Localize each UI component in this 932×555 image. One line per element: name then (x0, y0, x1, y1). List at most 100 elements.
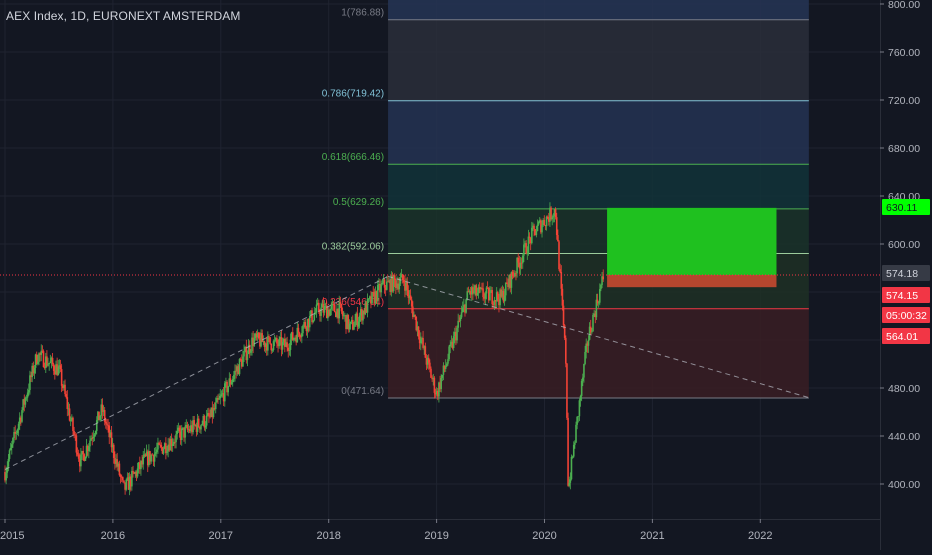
candle-body (108, 425, 111, 438)
candle-body (546, 216, 549, 219)
candle-body (439, 382, 441, 390)
candle-body (400, 274, 403, 278)
candle-body (597, 302, 600, 304)
candle-body (123, 480, 125, 483)
candle-body (541, 225, 543, 233)
candle-body (416, 326, 419, 331)
candle-body (354, 320, 356, 327)
candle-body (335, 312, 337, 318)
time-tick-label: 2020 (532, 530, 556, 542)
candle-body (13, 431, 15, 439)
candle-body (323, 306, 326, 313)
candle-body (153, 453, 156, 462)
position-stop-zone[interactable] (607, 274, 777, 288)
candle-body (67, 408, 70, 410)
candle-body (116, 459, 118, 467)
candle-body (534, 229, 537, 236)
candle-body (301, 333, 303, 337)
candle-body (272, 341, 275, 350)
price-tick-label: 400.00 (888, 479, 920, 491)
candle-body (519, 262, 522, 269)
candle-body (89, 440, 91, 447)
candle-body (387, 281, 389, 283)
candle-body (182, 427, 184, 429)
candle-body (29, 375, 31, 391)
candle-body (25, 397, 28, 399)
candle-body (270, 343, 273, 351)
candle-body (375, 291, 378, 301)
candle-body (209, 416, 211, 418)
candle-body (255, 333, 258, 338)
candle-body (170, 438, 173, 447)
candle-body (51, 357, 54, 365)
candle-body (506, 282, 508, 284)
candle-body (393, 275, 396, 281)
candle-body (141, 460, 143, 465)
trendline-dashed[interactable] (387, 275, 809, 399)
candle-body (180, 428, 183, 441)
candle-body (441, 374, 444, 378)
candle-body (383, 279, 386, 288)
candle-body (5, 472, 7, 481)
candle-body (139, 462, 141, 470)
price-badge-label: 574.18 (886, 268, 918, 280)
candle-body (22, 399, 24, 411)
candle-body (443, 365, 446, 369)
candle-body (295, 337, 297, 343)
candle-body (222, 393, 225, 402)
candle-body (159, 444, 162, 446)
candle-body (6, 466, 9, 473)
candle-body (364, 302, 367, 315)
candle-body (183, 427, 185, 438)
candle-body (235, 370, 237, 372)
candle-body (531, 227, 533, 244)
candle-body (39, 353, 41, 355)
candle-body (92, 436, 95, 439)
candle-body (359, 309, 362, 316)
candle-body (346, 314, 348, 330)
candle-body (26, 392, 29, 398)
candle-body (30, 375, 32, 378)
candle-body (407, 290, 410, 298)
candle-body (202, 416, 205, 424)
candle-body (520, 262, 523, 264)
candle-body (105, 421, 107, 424)
fib-band-0.236 (388, 308, 809, 399)
candle-body (16, 429, 19, 433)
candle-body (133, 472, 135, 474)
candle-body (267, 336, 269, 351)
candle-body (569, 479, 572, 483)
candle-body (444, 366, 447, 369)
candle-body (259, 338, 261, 347)
candle-body (366, 298, 369, 313)
candle-body (203, 416, 206, 428)
fib-band-top (388, 0, 809, 20)
candle-body (58, 365, 61, 367)
candle-body (409, 295, 412, 300)
candle-body (349, 321, 352, 324)
candle-body (243, 351, 245, 357)
candle-body (61, 385, 64, 389)
candle-body (414, 314, 416, 317)
candle-body (81, 450, 83, 455)
candle-body (85, 445, 88, 457)
candle-body (240, 359, 243, 367)
candle-body (82, 450, 84, 455)
candle-body (410, 299, 413, 307)
candle-body (535, 231, 538, 236)
candle-body (234, 370, 236, 375)
candle-body (578, 400, 581, 417)
price-badge (882, 328, 930, 344)
candle-body (168, 444, 171, 451)
candle-body (140, 460, 142, 470)
candle-body (112, 444, 115, 458)
candle-body (396, 283, 398, 289)
candle-body (333, 304, 336, 313)
candle-body (425, 357, 428, 365)
position-target-zone[interactable] (607, 207, 777, 275)
candle-body (213, 408, 216, 410)
candle-body (288, 349, 291, 351)
candle-body (587, 339, 590, 346)
